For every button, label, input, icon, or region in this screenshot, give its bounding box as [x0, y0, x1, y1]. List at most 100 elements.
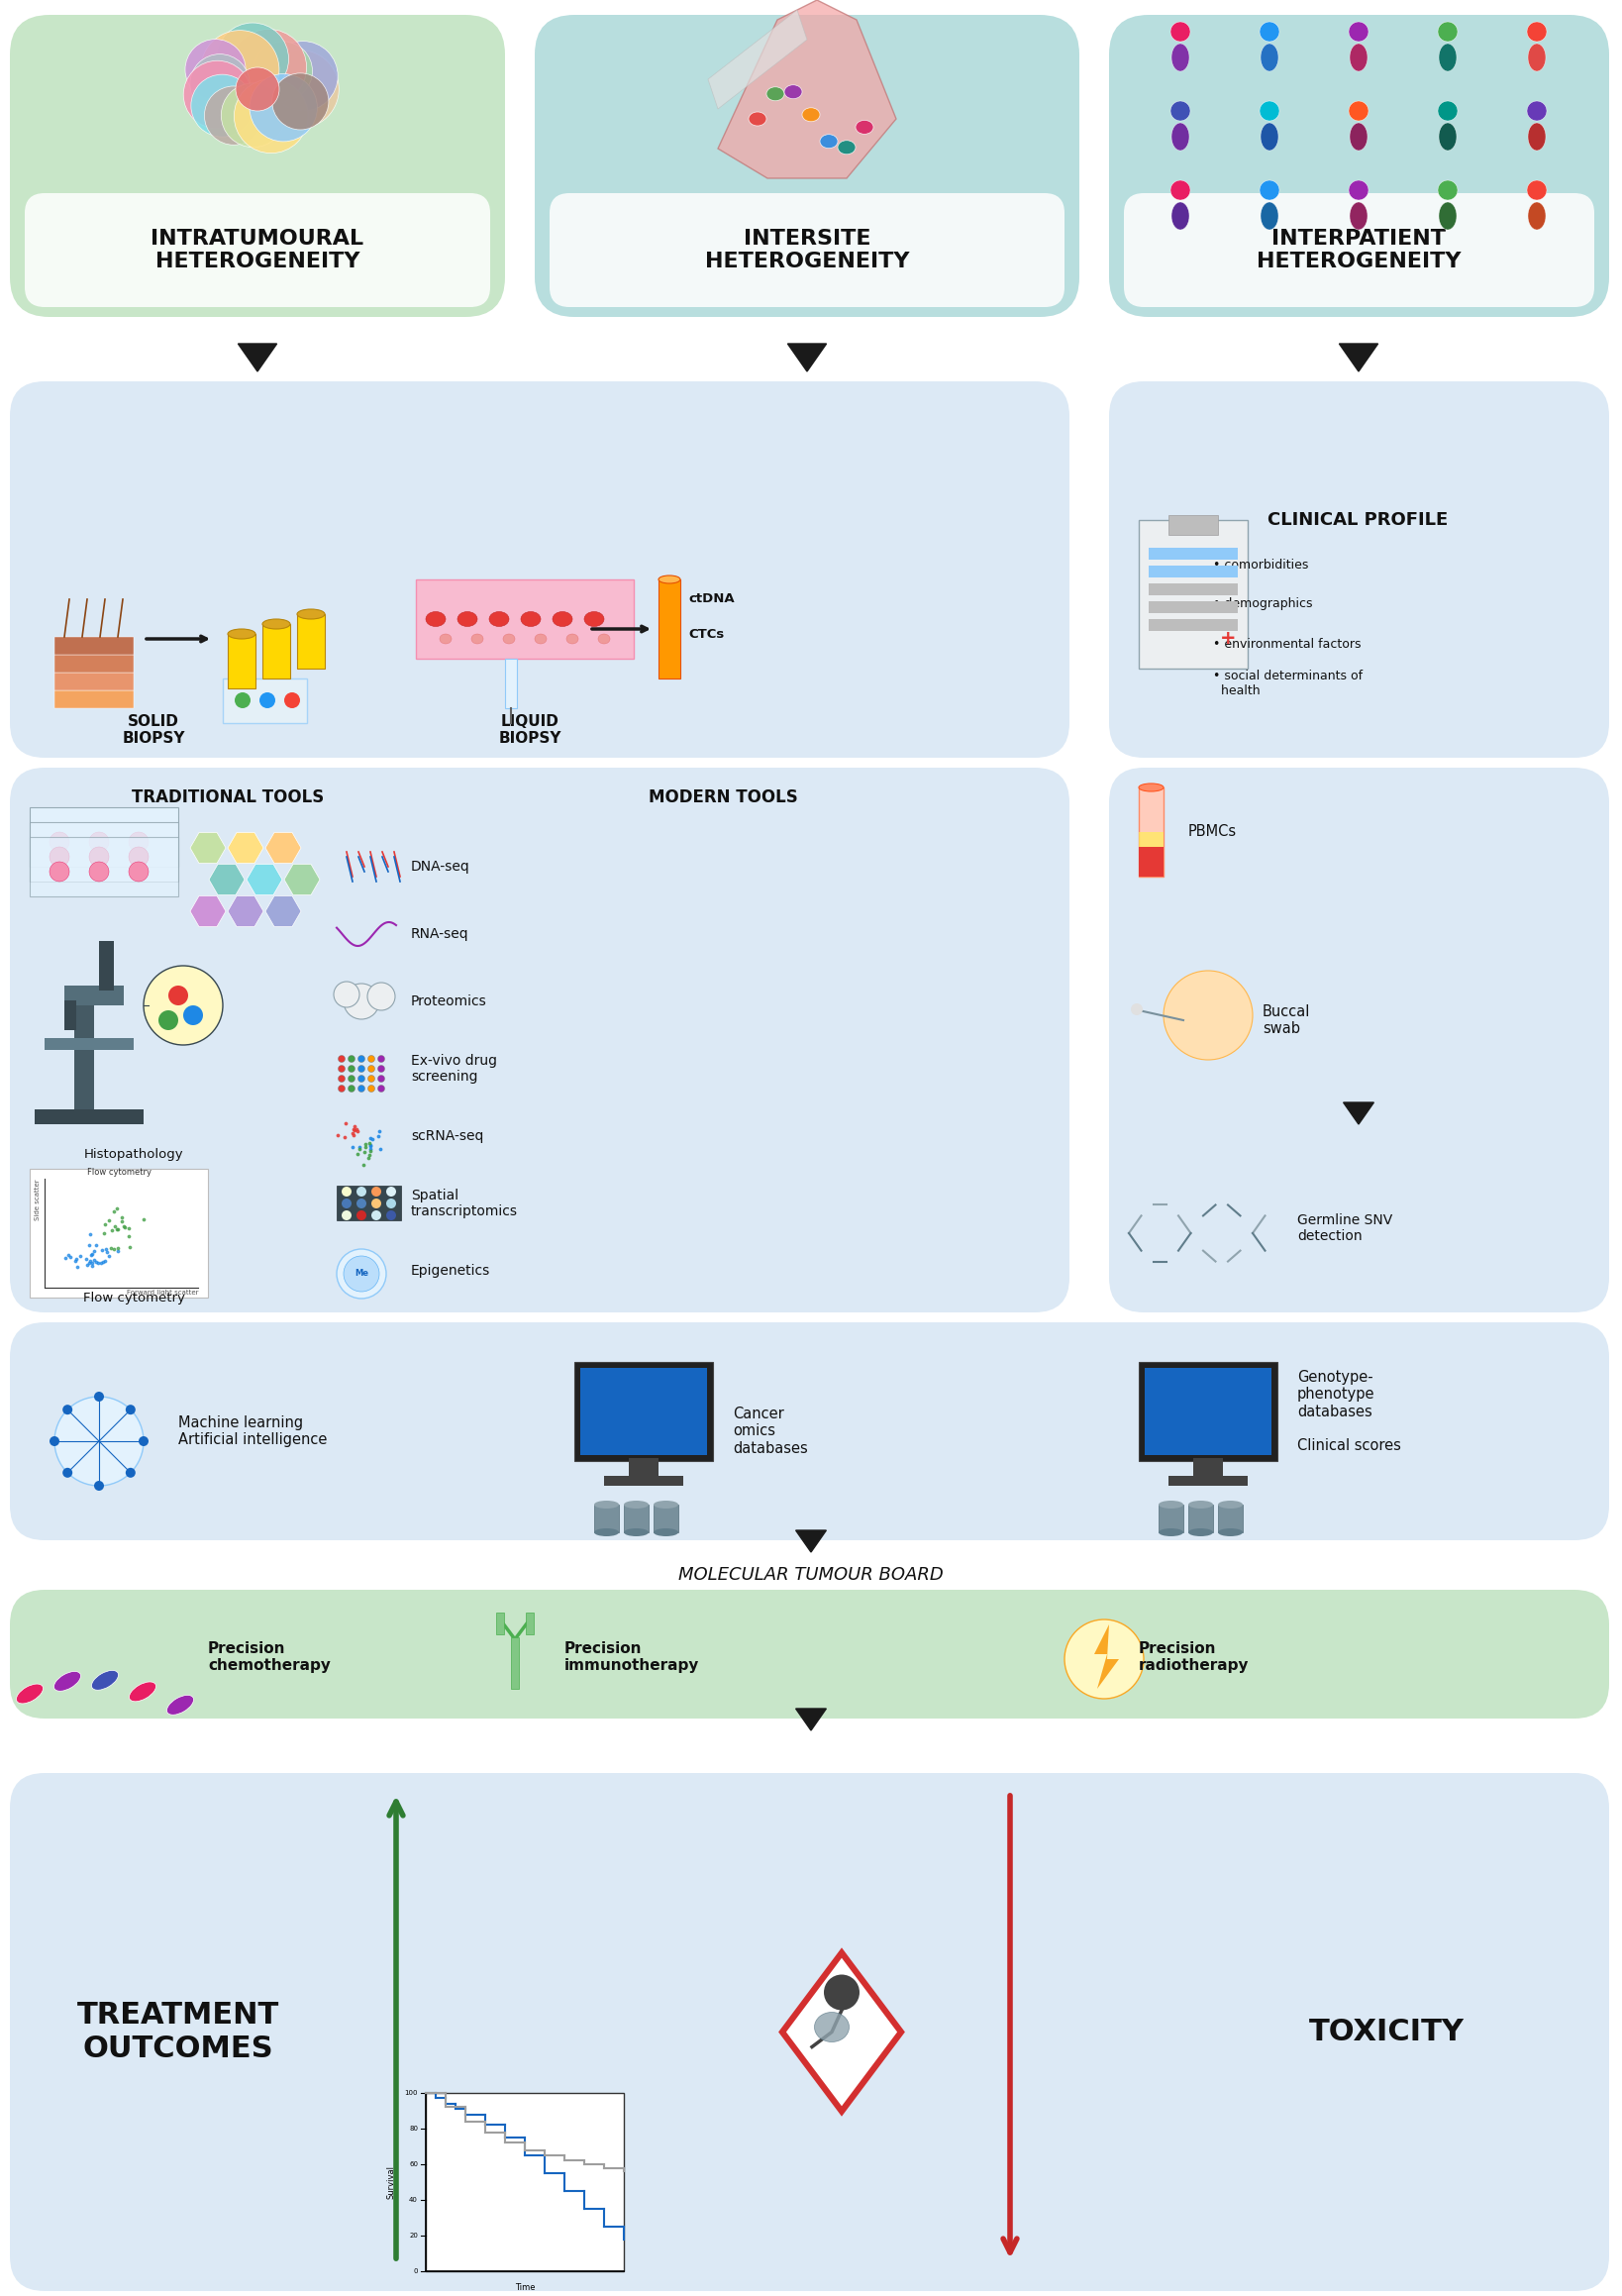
Polygon shape [782, 1954, 902, 2112]
Text: Precision
immunotherapy: Precision immunotherapy [564, 1642, 699, 1674]
Text: Me: Me [355, 1270, 368, 1279]
Point [350, 1134, 376, 1171]
Circle shape [337, 1086, 345, 1093]
Polygon shape [227, 895, 263, 928]
Circle shape [191, 73, 253, 138]
Point [65, 1249, 91, 1286]
Text: scRNA-seq: scRNA-seq [410, 1130, 483, 1143]
Text: Flow cytometry: Flow cytometry [86, 1169, 151, 1178]
Circle shape [368, 1086, 375, 1093]
Ellipse shape [819, 135, 837, 149]
Bar [1139, 519, 1247, 668]
Circle shape [89, 861, 109, 882]
Bar [594, 1504, 620, 1531]
Circle shape [1350, 101, 1369, 122]
Circle shape [337, 1075, 345, 1081]
Bar [511, 1637, 519, 1690]
Text: CLINICAL PROFILE: CLINICAL PROFILE [1267, 512, 1448, 528]
Bar [297, 613, 324, 668]
Ellipse shape [654, 1502, 678, 1508]
Ellipse shape [624, 1529, 649, 1536]
Ellipse shape [16, 1683, 44, 1704]
Ellipse shape [1158, 1502, 1184, 1508]
Ellipse shape [1189, 1502, 1213, 1508]
Circle shape [368, 1056, 375, 1063]
Polygon shape [266, 895, 302, 928]
Ellipse shape [785, 85, 803, 99]
FancyBboxPatch shape [1109, 14, 1609, 317]
Bar [1148, 565, 1238, 579]
Point [84, 1244, 110, 1281]
FancyBboxPatch shape [550, 193, 1064, 308]
Circle shape [1260, 21, 1280, 41]
Text: 80: 80 [409, 2126, 418, 2131]
Text: CTCs: CTCs [688, 627, 723, 641]
FancyBboxPatch shape [1109, 381, 1609, 758]
Circle shape [1526, 101, 1547, 122]
Circle shape [378, 1065, 384, 1072]
Point [342, 1107, 368, 1143]
Text: • environmental factors: • environmental factors [1213, 638, 1361, 650]
Text: INTERSITE
HETEROGENEITY: INTERSITE HETEROGENEITY [706, 230, 910, 271]
Circle shape [183, 60, 251, 129]
Point [96, 1238, 122, 1274]
Text: Precision
chemotherapy: Precision chemotherapy [208, 1642, 331, 1674]
Bar [99, 941, 114, 990]
Bar [65, 1001, 76, 1031]
Bar [1148, 549, 1238, 560]
Bar [55, 691, 133, 707]
Point [81, 1242, 107, 1279]
Circle shape [342, 1199, 352, 1208]
Point [92, 1205, 118, 1242]
Circle shape [358, 1075, 365, 1081]
Text: Cancer
omics
databases: Cancer omics databases [733, 1407, 808, 1456]
Circle shape [253, 41, 313, 101]
Point [347, 1130, 373, 1166]
Point [104, 1233, 130, 1270]
Circle shape [230, 30, 307, 106]
Ellipse shape [535, 634, 547, 643]
Bar [227, 634, 256, 689]
Bar [337, 1185, 401, 1219]
Circle shape [250, 73, 318, 142]
Bar [624, 1504, 649, 1531]
Circle shape [337, 1065, 345, 1072]
Point [345, 1134, 371, 1171]
Point [83, 1242, 109, 1279]
Bar [75, 990, 94, 1109]
Circle shape [1437, 21, 1458, 41]
Bar [1148, 583, 1238, 595]
FancyBboxPatch shape [10, 1773, 1609, 2291]
Text: Flow cytometry: Flow cytometry [83, 1293, 185, 1304]
Ellipse shape [1171, 122, 1189, 152]
Bar [659, 579, 680, 680]
Polygon shape [190, 833, 225, 863]
Circle shape [386, 1210, 396, 1219]
Point [104, 1210, 130, 1247]
Ellipse shape [521, 611, 540, 627]
Circle shape [1526, 181, 1547, 200]
Point [344, 1114, 370, 1150]
Circle shape [1171, 181, 1191, 200]
Text: Survival: Survival [386, 2165, 396, 2200]
Circle shape [386, 1199, 396, 1208]
Text: TOXICITY: TOXICITY [1309, 2018, 1465, 2046]
Polygon shape [1095, 1626, 1119, 1690]
Text: Germline SNV
detection: Germline SNV detection [1298, 1212, 1393, 1242]
Circle shape [1350, 181, 1369, 200]
Point [102, 1208, 128, 1244]
Ellipse shape [1350, 122, 1367, 152]
Polygon shape [1340, 344, 1379, 372]
Point [96, 1201, 122, 1238]
Polygon shape [227, 833, 263, 863]
Bar [1148, 602, 1238, 613]
Point [91, 1242, 117, 1279]
Point [101, 1192, 127, 1228]
Circle shape [201, 30, 279, 108]
Ellipse shape [624, 1502, 649, 1508]
Ellipse shape [1439, 44, 1457, 71]
Ellipse shape [1260, 44, 1278, 71]
Circle shape [1437, 181, 1458, 200]
Text: Forward light scatter: Forward light scatter [127, 1290, 198, 1295]
Bar [55, 673, 133, 691]
